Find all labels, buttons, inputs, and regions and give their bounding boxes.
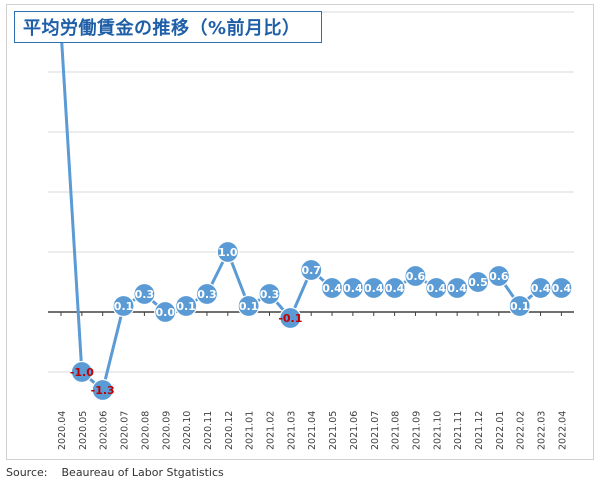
source-label: Source: [6,466,48,479]
data-point-marker [195,282,219,306]
data-point-marker [466,270,490,294]
x-tick-label: 2020.10 [182,411,193,450]
data-label: 0.4 [343,282,363,295]
x-tick-label: 2021.10 [432,411,443,450]
data-point-marker [216,240,239,264]
x-tick-label: 2021.11 [453,411,464,450]
data-point-marker [383,276,406,300]
data-label: 0.7 [301,264,321,277]
data-label: 0.3 [197,288,217,301]
x-tick-label: 2021.06 [349,411,360,450]
data-label: 0.3 [260,288,280,301]
x-tick-label: 2021.03 [286,411,297,450]
x-tick-label: 2021.04 [307,411,318,450]
data-label: 0.3 [135,288,155,301]
x-tick-label: 2022.02 [516,411,527,450]
x-tick-label: 2020.11 [203,411,214,450]
x-tick-label: 2020.12 [224,411,235,450]
data-label: 0.4 [322,282,342,295]
data-label: -1.0 [70,366,94,379]
x-tick-label: 2020.04 [57,411,68,450]
data-point-marker [404,264,427,288]
data-label: 0.4 [385,282,405,295]
data-label: 0.6 [489,270,509,283]
data-label: 0.1 [510,300,530,313]
data-point-marker [258,282,281,306]
data-label: 0.5 [468,276,488,289]
data-label: -1.3 [91,384,115,397]
data-label: 0.4 [531,282,551,295]
data-label: 0.1 [239,300,259,313]
data-label: 0.4 [447,282,467,295]
series-line [59,29,562,392]
data-label: 0.0 [156,306,176,319]
data-label: 0.4 [552,282,572,295]
chart-title-box: 平均労働賃金の推移（%前月比） [14,11,322,43]
x-tick-label: 2020.09 [161,411,172,450]
chart-title: 平均労働賃金の推移（%前月比） [23,18,301,39]
x-tick-label: 2020.08 [140,411,151,450]
data-label: -0.1 [278,312,302,325]
x-tick-label: 2021.09 [411,411,422,450]
data-point-marker [70,360,93,384]
x-tick-label: 2020.05 [78,411,89,450]
x-tick-label: 2020.06 [99,411,110,450]
x-tick-label: 2021.07 [370,411,381,450]
data-point-marker [300,258,323,282]
data-point-marker [237,294,260,318]
x-tick-label: 2022.03 [537,411,548,450]
source-text: Beaureau of Labor Stgatistics [61,466,224,479]
x-tick-label: 2021.05 [328,411,339,450]
x-tick-label: 2020.07 [120,411,131,450]
data-label: 0.1 [176,300,196,313]
data-point-marker [279,306,302,330]
data-point-marker [446,276,469,300]
x-tick-label: 2021.12 [474,411,485,450]
data-label: 0.1 [114,300,134,313]
x-tick-label: 2022.01 [495,411,506,450]
data-point-marker [508,294,531,318]
x-tick-label: 2021.08 [391,411,402,450]
data-point-marker [154,300,177,324]
x-tick-label: 2021.01 [245,411,256,450]
x-tick-label: 2021.02 [266,411,277,450]
data-point-marker [133,282,156,306]
x-tick-label: 2022.04 [557,411,568,450]
data-label: 0.4 [427,282,447,295]
data-point-marker [112,294,135,318]
data-label: 1.0 [218,246,238,259]
data-point-marker [487,264,510,288]
data-label: 0.4 [364,282,384,295]
data-point-marker [175,294,198,318]
data-point-marker [91,378,114,402]
data-label: 0.6 [406,270,426,283]
source-note: Source: Beaureau of Labor Stgatistics [6,466,224,479]
data-point-marker [550,276,573,300]
